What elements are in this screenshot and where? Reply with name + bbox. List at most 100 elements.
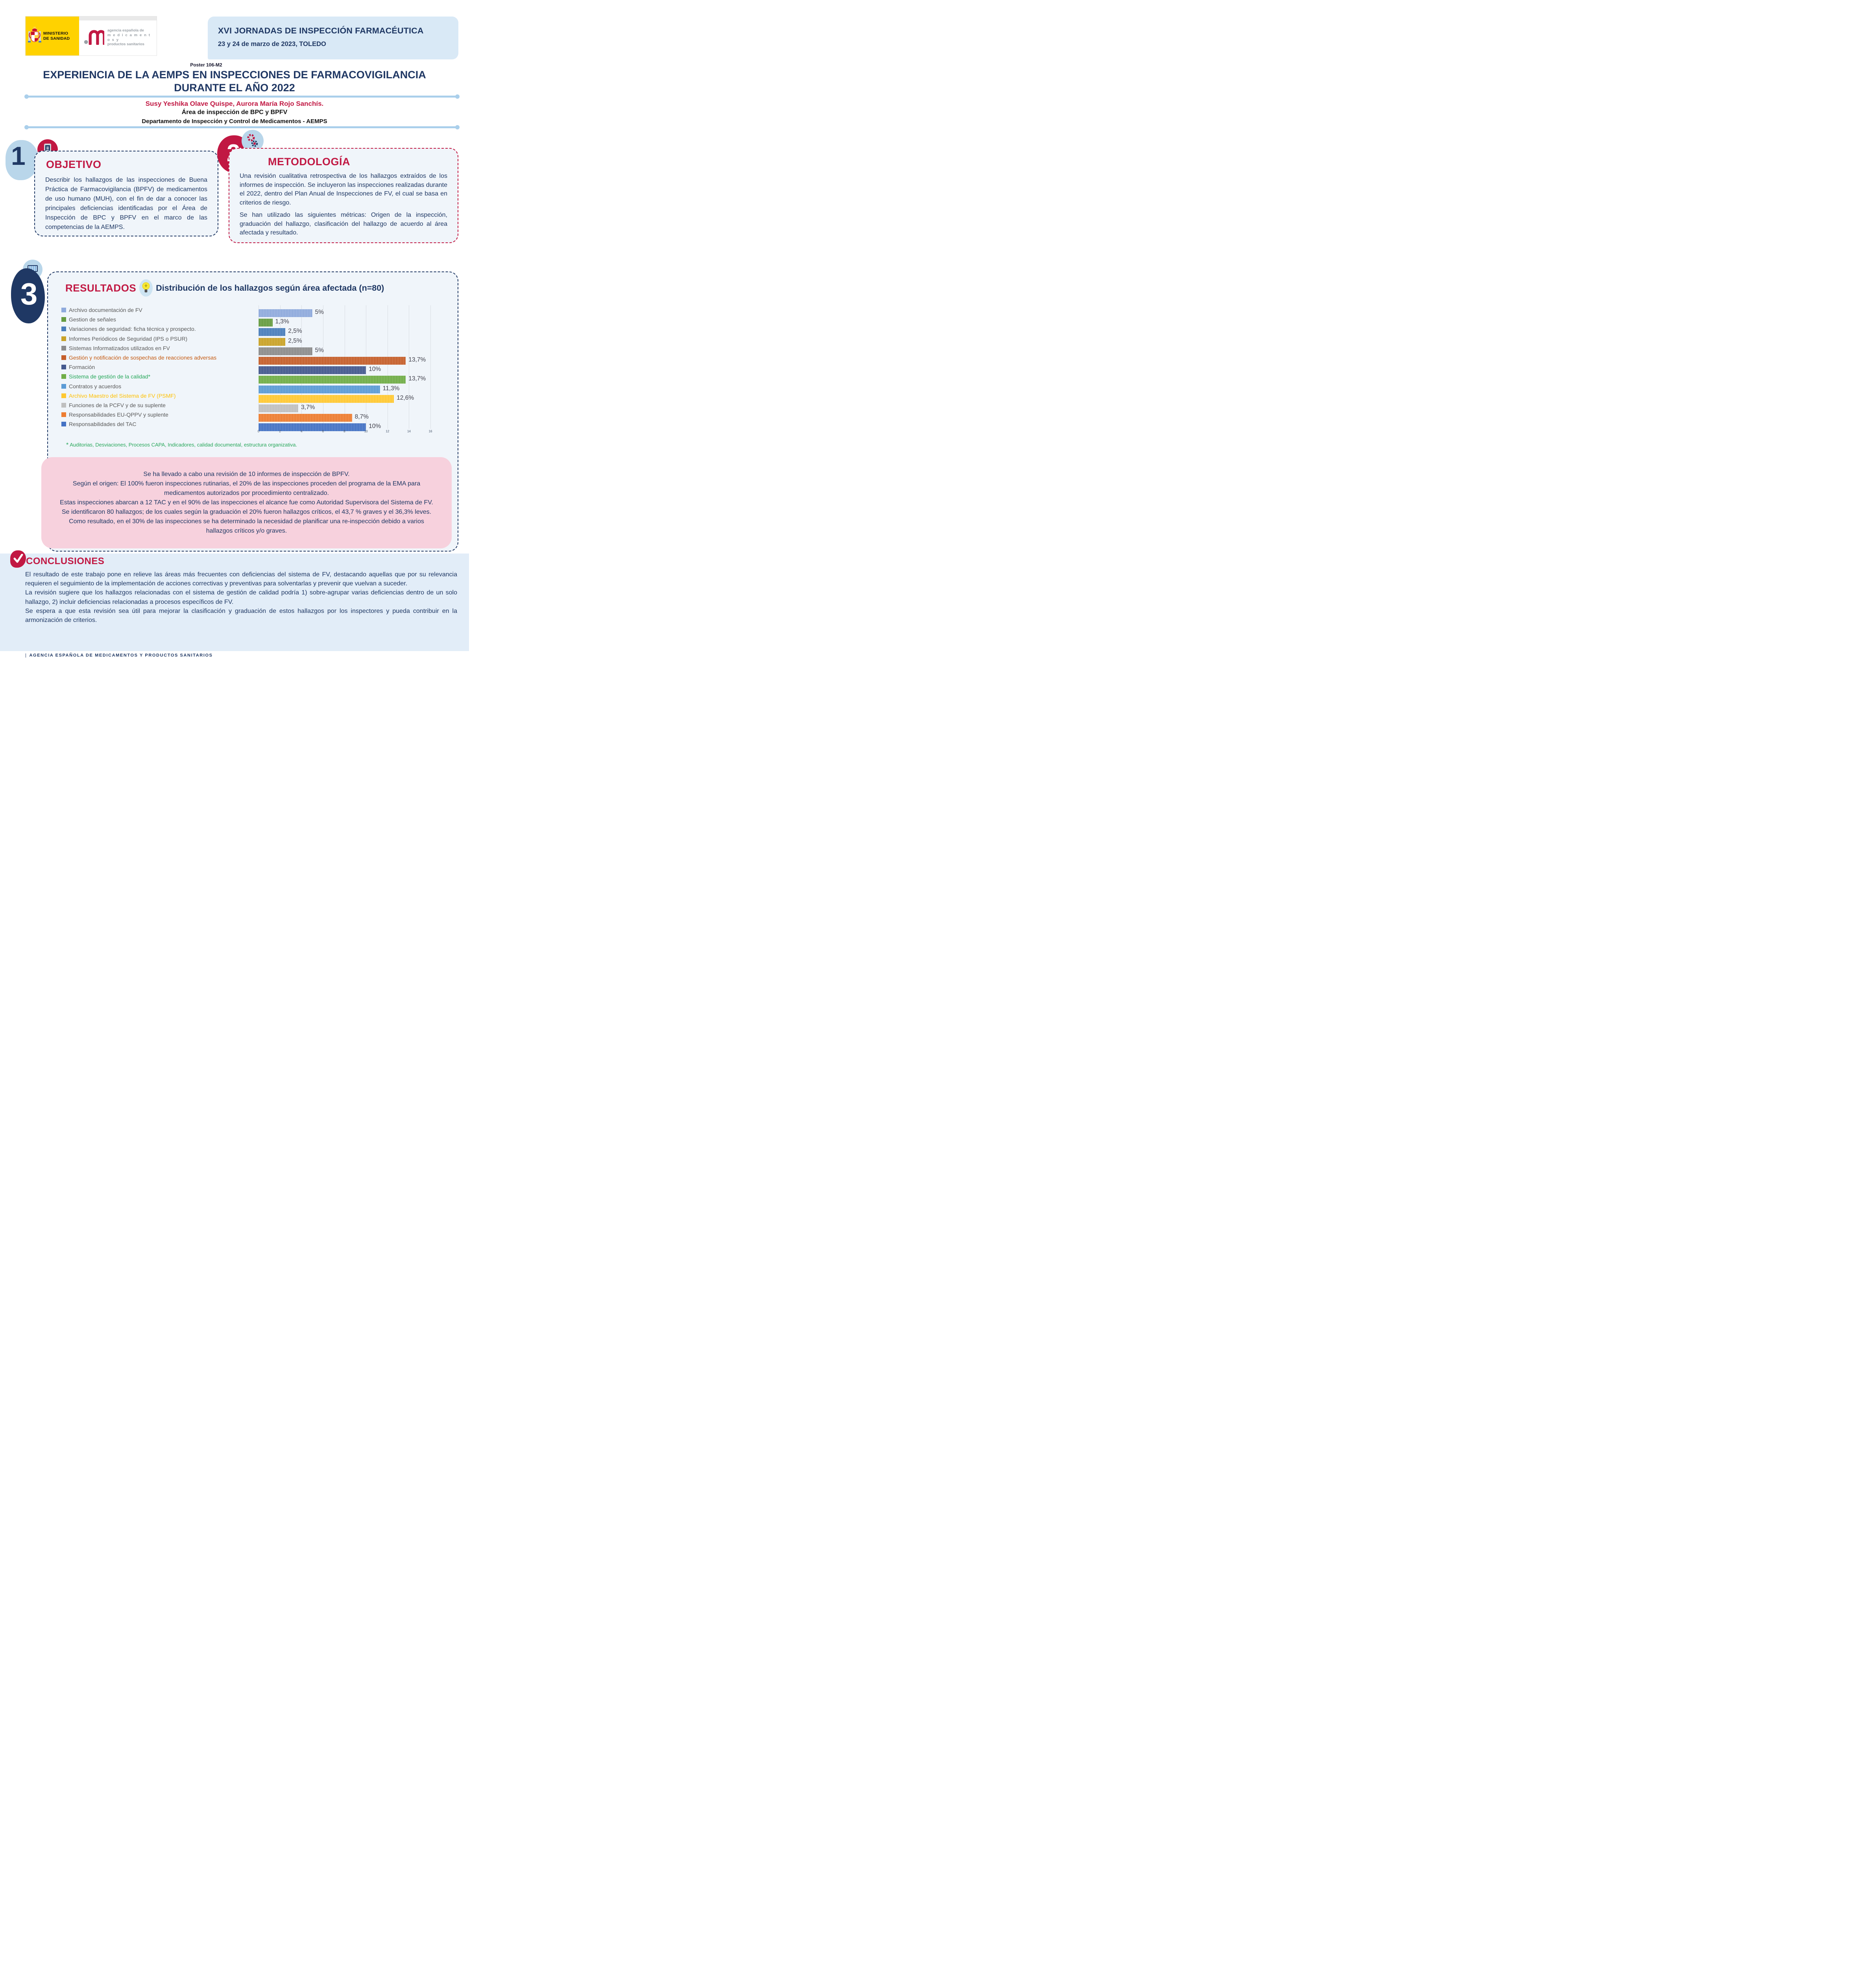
chart-title: Distribución de los hallazgos según área… [156, 283, 384, 293]
legend-label: Gestion de señales [69, 316, 116, 323]
bar-row: 8,7% [259, 413, 447, 423]
chart-legend: Archivo documentación de FV Gestion de se… [60, 305, 259, 435]
legend-label: Formación [69, 364, 95, 371]
objetivo-box: OBJETIVO Describir los hallazgos de las … [34, 151, 218, 236]
bar-value-label: 11,3% [382, 385, 400, 392]
bar-value-label: 8,7% [355, 413, 369, 421]
legend-swatch [61, 422, 66, 427]
footnote-marker: * [66, 442, 69, 448]
legend-swatch [61, 365, 66, 370]
legend-label: Contratos y acuerdos [69, 383, 122, 389]
poster-title-line1: EXPERIENCIA DE LA AEMPS EN INSPECCIONES … [43, 69, 426, 81]
bar-row: 3,7% [259, 404, 447, 413]
bar-row: 5% [259, 308, 447, 318]
logo-group: MINISTERIO DE SANIDAD agencia española d… [26, 17, 157, 55]
summary-line: Se identificaron 80 hallazgos; de los cu… [61, 509, 432, 515]
legend-swatch [61, 308, 66, 313]
legend-label: Archivo documentación de FV [69, 307, 142, 314]
lightbulb-icon [139, 279, 153, 297]
legend-item: Archivo Maestro del Sistema de FV (PSMF) [61, 391, 259, 400]
summary-line: Estas inspecciones abarcan a 12 TAC y en… [60, 499, 433, 506]
legend-swatch [61, 345, 66, 351]
legend-swatch [61, 355, 66, 360]
legend-item: Formación [61, 362, 259, 372]
bar-value-label: 13,7% [408, 356, 426, 363]
x-tick-label: 12 [386, 430, 390, 433]
gridline [430, 305, 431, 429]
poster-code: Poster 106-M2 [190, 62, 222, 68]
legend-swatch [61, 412, 66, 417]
legend-label: Variaciones de seguridad: ficha técnica … [69, 326, 196, 332]
section3-number-blob [11, 268, 45, 323]
x-tick-label: 6 [322, 430, 324, 433]
aemps-logo: agencia española de m e d i c a m e n t … [79, 17, 157, 55]
bar-value-label: 10% [369, 423, 381, 430]
legend-item: Responsabilidades del TAC [61, 419, 259, 429]
conclusion-paragraph: La revisión sugiere que los hallazgos re… [25, 589, 457, 605]
summary-line: Se ha llevado a cabo una revisión de 10 … [143, 471, 350, 478]
bar [259, 404, 299, 412]
divider-authors [24, 125, 460, 129]
results-title-row: RESULTADOS Distribución de los hallazgos… [65, 279, 447, 297]
metodologia-paragraph-2: Se han utilizado las siguientes métricas… [240, 211, 447, 236]
resultados-title: RESULTADOS [65, 282, 137, 294]
summary-line: Según el origen: El 100% fueron inspecci… [72, 480, 421, 496]
footer: | AGENCIA ESPAÑOLA DE MEDICAMENTOS Y PROD… [25, 653, 213, 658]
conclusions-section: CONCLUSIONES El resultado de este trabaj… [0, 550, 469, 651]
check-icon [10, 550, 26, 568]
bar [259, 395, 394, 403]
conclusiones-title: CONCLUSIONES [26, 556, 105, 566]
bar [259, 423, 366, 432]
poster-page: MINISTERIO DE SANIDAD agencia española d… [0, 0, 469, 663]
chart-footnote: * Auditorias, Desviaciones, Procesos CAPA… [66, 441, 302, 450]
poster-title-line2: DURANTE EL AÑO 2022 [174, 81, 295, 94]
results-box: RESULTADOS Distribución de los hallazgos… [41, 271, 458, 552]
bar [259, 376, 406, 384]
bar-row: 2,5% [259, 337, 447, 347]
bar [259, 366, 366, 375]
bar-value-label: 2,5% [288, 328, 302, 335]
legend-item: Responsabilidades EU-QPPV y suplente [61, 410, 259, 419]
legend-item: Contratos y acuerdos [61, 382, 259, 391]
objetivo-body: Describir los hallazgos de las inspeccio… [45, 177, 207, 231]
legend-item: Informes Periódicos de Seguridad (IPS o … [61, 334, 259, 343]
x-tick-label: 4 [301, 430, 303, 433]
bar-row: 1,3% [259, 318, 447, 327]
x-tick-label: 2 [279, 430, 281, 433]
bar-row: 12,6% [259, 394, 447, 404]
summary-line: Como resultado, en el 30% de las inspecc… [69, 518, 424, 534]
chart-bars: 5% 1,3% 2,5% 2,5% 5% 13,7% 10% 13,7% 11,3% 12,6% 3… [259, 308, 447, 432]
x-tick-label: 10 [364, 430, 368, 433]
legend-swatch [61, 384, 66, 389]
header: MINISTERIO DE SANIDAD agencia española d… [26, 17, 458, 60]
divider-top [24, 94, 460, 99]
aemps-logo-strip [79, 17, 157, 20]
bar-row: 13,7% [259, 375, 447, 384]
bar-value-label: 3,7% [301, 404, 315, 411]
spain-coat-of-arms-icon [28, 26, 41, 46]
authors: Susy Yeshika Olave Quispe, Aurora María … [145, 100, 324, 107]
sections-row: 1 OBJETIVO Describir los hallazgos de la… [0, 130, 469, 253]
metodologia-paragraph-1: Una revisión cualitativa retrospectiva d… [240, 173, 447, 207]
bar-value-label: 5% [315, 347, 324, 354]
bar-value-label: 10% [369, 366, 381, 373]
conference-title: XVI JORNADAS DE INSPECCIÓN FARMACÉUTICA [218, 26, 424, 35]
ministry-name: MINISTERIO DE SANIDAD [43, 31, 70, 41]
bar-value-label: 13,7% [408, 375, 426, 382]
legend-item: Variaciones de seguridad: ficha técnica … [61, 324, 259, 334]
legend-item: Funciones de la PCFV y de su suplente [61, 400, 259, 410]
legend-label: Sistema de gestión de la calidad* [69, 373, 151, 380]
legend-swatch [61, 374, 66, 379]
objetivo-title: OBJETIVO [46, 159, 102, 170]
legend-item: Sistema de gestión de la calidad* [61, 372, 259, 381]
conclusiones-body: El resultado de este trabajo pone en rel… [25, 570, 457, 625]
poster-title: EXPERIENCIA DE LA AEMPS EN INSPECCIONES … [16, 68, 453, 94]
legend-item: Sistemas Informatizados utilizados en FV [61, 343, 259, 353]
aemps-logo-text: agencia española de m e d i c a m e n t … [107, 28, 151, 47]
bar [259, 338, 286, 346]
bar-row: 5% [259, 347, 447, 356]
legend-swatch [61, 336, 66, 341]
bar [259, 356, 406, 365]
conclusion-paragraph: El resultado de este trabajo pone en rel… [25, 571, 457, 587]
legend-label: Responsabilidades EU-QPPV y suplente [69, 411, 168, 418]
